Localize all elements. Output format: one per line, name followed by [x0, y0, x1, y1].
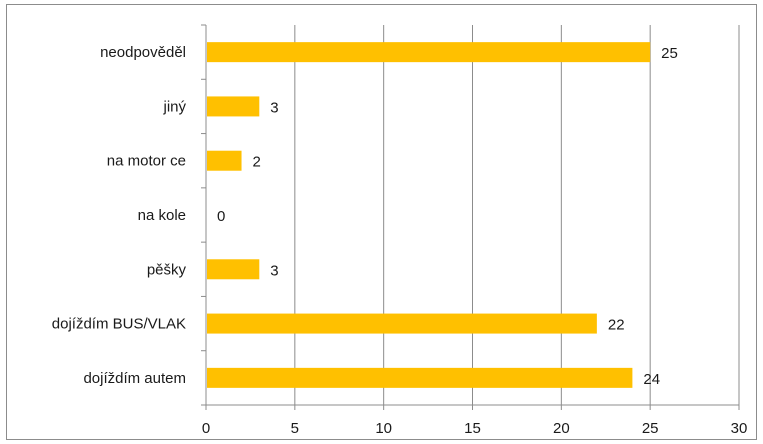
bar-5: [207, 313, 597, 334]
gridlines: [294, 25, 740, 405]
x-tick-label-0: 0: [202, 420, 210, 437]
bar-0: [207, 42, 651, 63]
category-label-2: na motor ce: [107, 153, 186, 170]
data-label-2: 2: [253, 154, 261, 171]
data-label-5: 22: [608, 317, 625, 334]
bar-6: [207, 367, 633, 388]
category-label-0: neodpověděl: [100, 44, 186, 61]
category-label-5: dojíždím BUS/VLAK: [52, 316, 186, 333]
category-label-4: pěšky: [147, 261, 187, 278]
x-tick-label-30: 30: [731, 420, 748, 437]
axes: [201, 24, 740, 410]
x-tick-label-15: 15: [464, 420, 481, 437]
data-label-0: 25: [661, 45, 678, 62]
data-label-6: 24: [643, 371, 660, 388]
bar-2: [207, 150, 242, 171]
data-label-4: 3: [270, 262, 278, 279]
category-label-1: jiný: [162, 98, 186, 115]
bar-1: [207, 96, 260, 117]
bars: [207, 42, 651, 388]
bar-4: [207, 259, 260, 280]
data-label-1: 3: [270, 99, 278, 116]
x-tick-label-25: 25: [642, 420, 659, 437]
x-tick-label-10: 10: [375, 420, 392, 437]
data-label-3: 0: [217, 208, 225, 225]
chart-frame: [6, 4, 757, 440]
x-tick-label-5: 5: [291, 420, 299, 437]
x-tick-label-20: 20: [553, 420, 570, 437]
category-label-6: dojíždím autem: [83, 370, 186, 387]
category-label-3: na kole: [138, 207, 186, 224]
